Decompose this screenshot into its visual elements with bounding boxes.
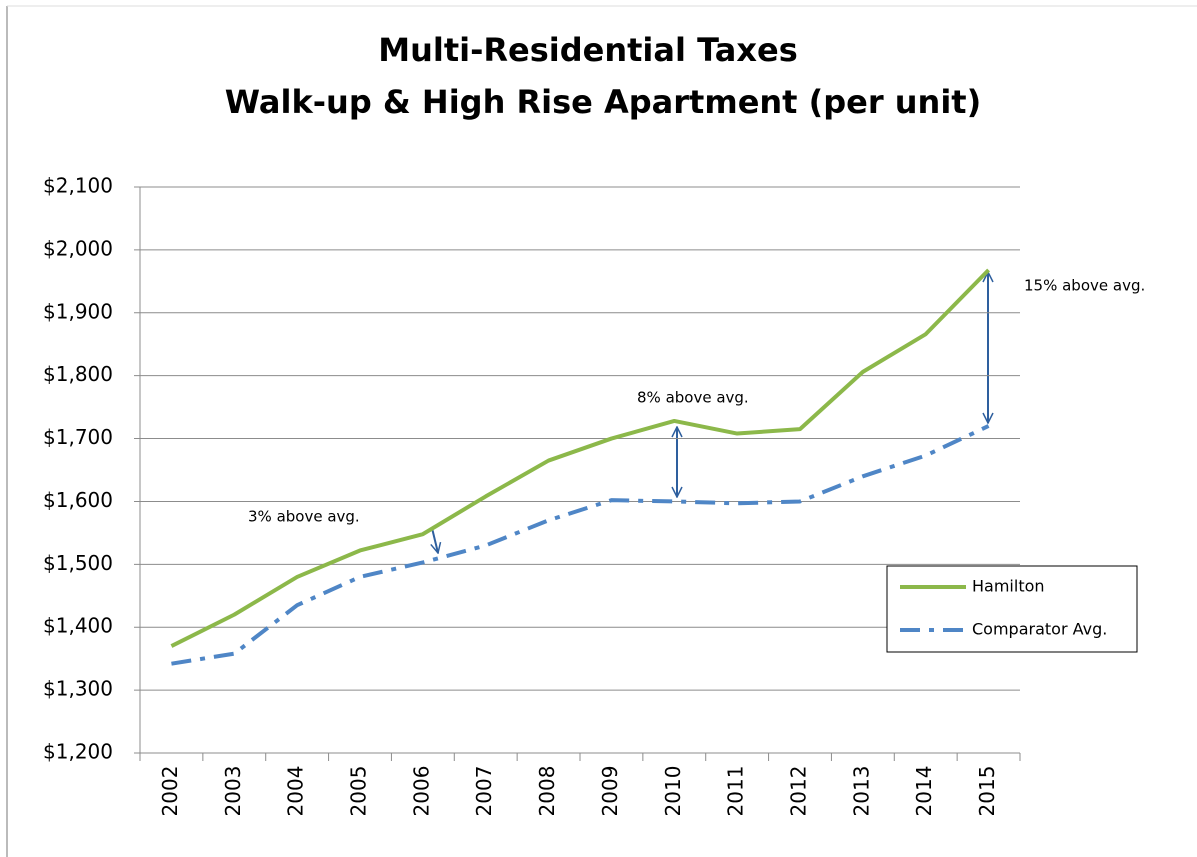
x-tick-label: 2003 [221, 766, 245, 817]
chart-subtitle: Walk-up & High Rise Apartment (per unit) [225, 83, 981, 121]
series-line [171, 424, 990, 666]
legend-label: Comparator Avg. [972, 620, 1107, 639]
annotation: 8% above avg. [637, 389, 749, 407]
annotation-arrow [432, 527, 438, 553]
x-tick-label: 2014 [912, 766, 936, 817]
legend-label: Hamilton [972, 577, 1045, 596]
legend-box [886, 565, 1138, 653]
y-tick-label: $1,300 [43, 677, 113, 701]
y-tick-label: $1,500 [43, 551, 113, 575]
annotation: 15% above avg. [1024, 277, 1145, 295]
x-tick-label: 2010 [661, 766, 685, 817]
x-tick-label: 2015 [975, 766, 999, 817]
y-tick-label: $1,700 [43, 425, 113, 449]
x-tick-label: 2009 [598, 766, 622, 817]
chart-title: Multi-Residential Taxes [378, 31, 798, 69]
series-line [170, 268, 990, 648]
y-tick-label: $2,000 [43, 236, 113, 260]
y-tick-label: $1,800 [43, 362, 113, 386]
x-tick-label: 2004 [284, 766, 308, 817]
y-tick-label: $1,200 [43, 740, 113, 764]
x-tick-label: 2011 [724, 766, 748, 817]
y-tick-label: $1,400 [43, 614, 113, 638]
x-tick-label: 2012 [787, 766, 811, 817]
x-tick-label: 2005 [347, 766, 371, 817]
y-tick-label: $1,900 [43, 299, 113, 323]
x-tick-label: 2008 [535, 766, 559, 817]
x-tick-label: 2013 [849, 766, 873, 817]
y-tick-label: $1,600 [43, 488, 113, 512]
y-tick-label: $2,100 [43, 174, 113, 198]
x-tick-label: 2007 [472, 766, 496, 817]
x-tick-label: 2002 [158, 766, 182, 817]
annotation: 3% above avg. [248, 508, 360, 526]
x-tick-label: 2006 [409, 766, 433, 817]
